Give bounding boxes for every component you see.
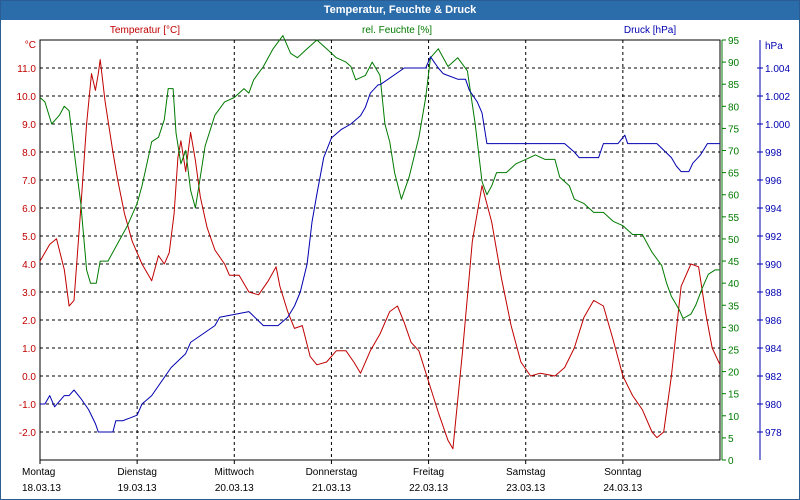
humidity-tick-label: 70: [728, 147, 740, 158]
humidity-tick-label: 90: [728, 58, 740, 69]
x-tick-label-date: 20.03.13: [215, 483, 254, 494]
humidity-tick-label: 50: [728, 235, 740, 246]
temperature-tick-label: 0.0: [22, 372, 36, 383]
humidity-tick-label: 0: [728, 456, 734, 467]
labels-layer: 11.0 10.0 9.0 8.0 7.0 6.0 5.0 4.0 3.0 2.0 1.0 0.0 -1…: [17, 25, 791, 494]
pressure-tick-label: 988: [765, 288, 782, 299]
humidity-tick-label: 40: [728, 279, 740, 290]
x-tick-label-day: Sonntag: [604, 467, 641, 478]
humidity-series-line: [39, 35, 720, 319]
x-tick-label-day: Mittwoch: [215, 467, 254, 478]
x-tick-label-day: Montag: [22, 467, 55, 478]
temperature-tick-label: 4.0: [22, 260, 36, 271]
humidity-tick-label: 15: [728, 390, 740, 401]
x-tick-label-date: 18.03.13: [22, 483, 61, 494]
temperature-tick-label: 6.0: [22, 204, 36, 215]
x-tick-label-day: Dienstag: [117, 467, 156, 478]
humidity-tick-label: 45: [728, 257, 740, 268]
chart-title: Temperatur, Feuchte & Druck: [1, 1, 799, 20]
x-tick-label-date: 23.03.13: [506, 483, 545, 494]
pressure-tick-label: 980: [765, 400, 782, 411]
temperature-tick-label: -2.0: [19, 428, 37, 439]
humidity-tick-label: 85: [728, 80, 740, 91]
pressure-tick-label: 994: [765, 204, 782, 215]
pressure-tick-label: 1.004: [765, 64, 790, 75]
x-tick-label-date: 19.03.13: [118, 483, 157, 494]
pressure-tick-label: 996: [765, 176, 782, 187]
temperature-tick-label: 9.0: [22, 120, 36, 131]
humidity-tick-label: 80: [728, 102, 740, 113]
pressure-unit-label: hPa: [765, 41, 783, 52]
temperature-tick-label: 7.0: [22, 176, 36, 187]
temperature-tick-label: -1.0: [19, 400, 37, 411]
pressure-tick-label: 990: [765, 260, 782, 271]
pressure-tick-label: 1.002: [765, 92, 790, 103]
x-tick-label-day: Freitag: [413, 467, 444, 478]
x-tick-label-day: Donnerstag: [306, 467, 358, 478]
grid: [40, 40, 720, 460]
humidity-tick-label: 5: [728, 434, 734, 445]
humidity-tick-label: 60: [728, 191, 740, 202]
temperature-tick-label: 2.0: [22, 316, 36, 327]
pressure-tick-label: 986: [765, 316, 782, 327]
temperature-unit-label: °C: [25, 40, 36, 51]
humidity-tick-label: 55: [728, 213, 740, 224]
temperature-tick-label: 10.0: [17, 92, 37, 103]
humidity-tick-label: 25: [728, 345, 740, 356]
temperature-series-line: [39, 59, 721, 450]
x-tick-label-day: Samstag: [506, 467, 545, 478]
temperature-tick-label: 8.0: [22, 148, 36, 159]
temperature-tick-label: 3.0: [22, 288, 36, 299]
pressure-tick-label: 998: [765, 148, 782, 159]
humidity-tick-label: 75: [728, 124, 740, 135]
pressure-tick-label: 982: [765, 372, 782, 383]
temperature-tick-label: 1.0: [22, 344, 36, 355]
humidity-tick-label: 95: [728, 36, 740, 47]
humidity-tick-label: 20: [728, 368, 740, 379]
pressure-series-line: [40, 56, 720, 433]
humidity-tick-label: 30: [728, 323, 740, 334]
plot-border: [39, 39, 721, 461]
temperature-axis-title: Temperatur [°C]: [110, 25, 180, 36]
humidity-axis-title: rel. Feuchte [%]: [362, 25, 432, 36]
x-tick-label-date: 21.03.13: [312, 483, 351, 494]
axes: [39, 39, 763, 464]
x-tick-label-date: 24.03.13: [603, 483, 642, 494]
x-tick-label-date: 22.03.13: [409, 483, 448, 494]
temperature-tick-label: 5.0: [22, 232, 36, 243]
pressure-tick-label: 978: [765, 428, 782, 439]
pressure-axis-title: Druck [hPa]: [624, 25, 676, 36]
humidity-tick-label: 65: [728, 169, 740, 180]
humidity-tick-label: 10: [728, 412, 740, 423]
series-layer: [39, 35, 721, 450]
temperature-tick-label: 11.0: [17, 64, 36, 75]
pressure-tick-label: 992: [765, 232, 782, 243]
pressure-tick-label: 984: [765, 344, 782, 355]
plot-area: [40, 40, 720, 460]
humidity-tick-label: 35: [728, 301, 740, 312]
pressure-tick-label: 1.000: [765, 120, 790, 131]
